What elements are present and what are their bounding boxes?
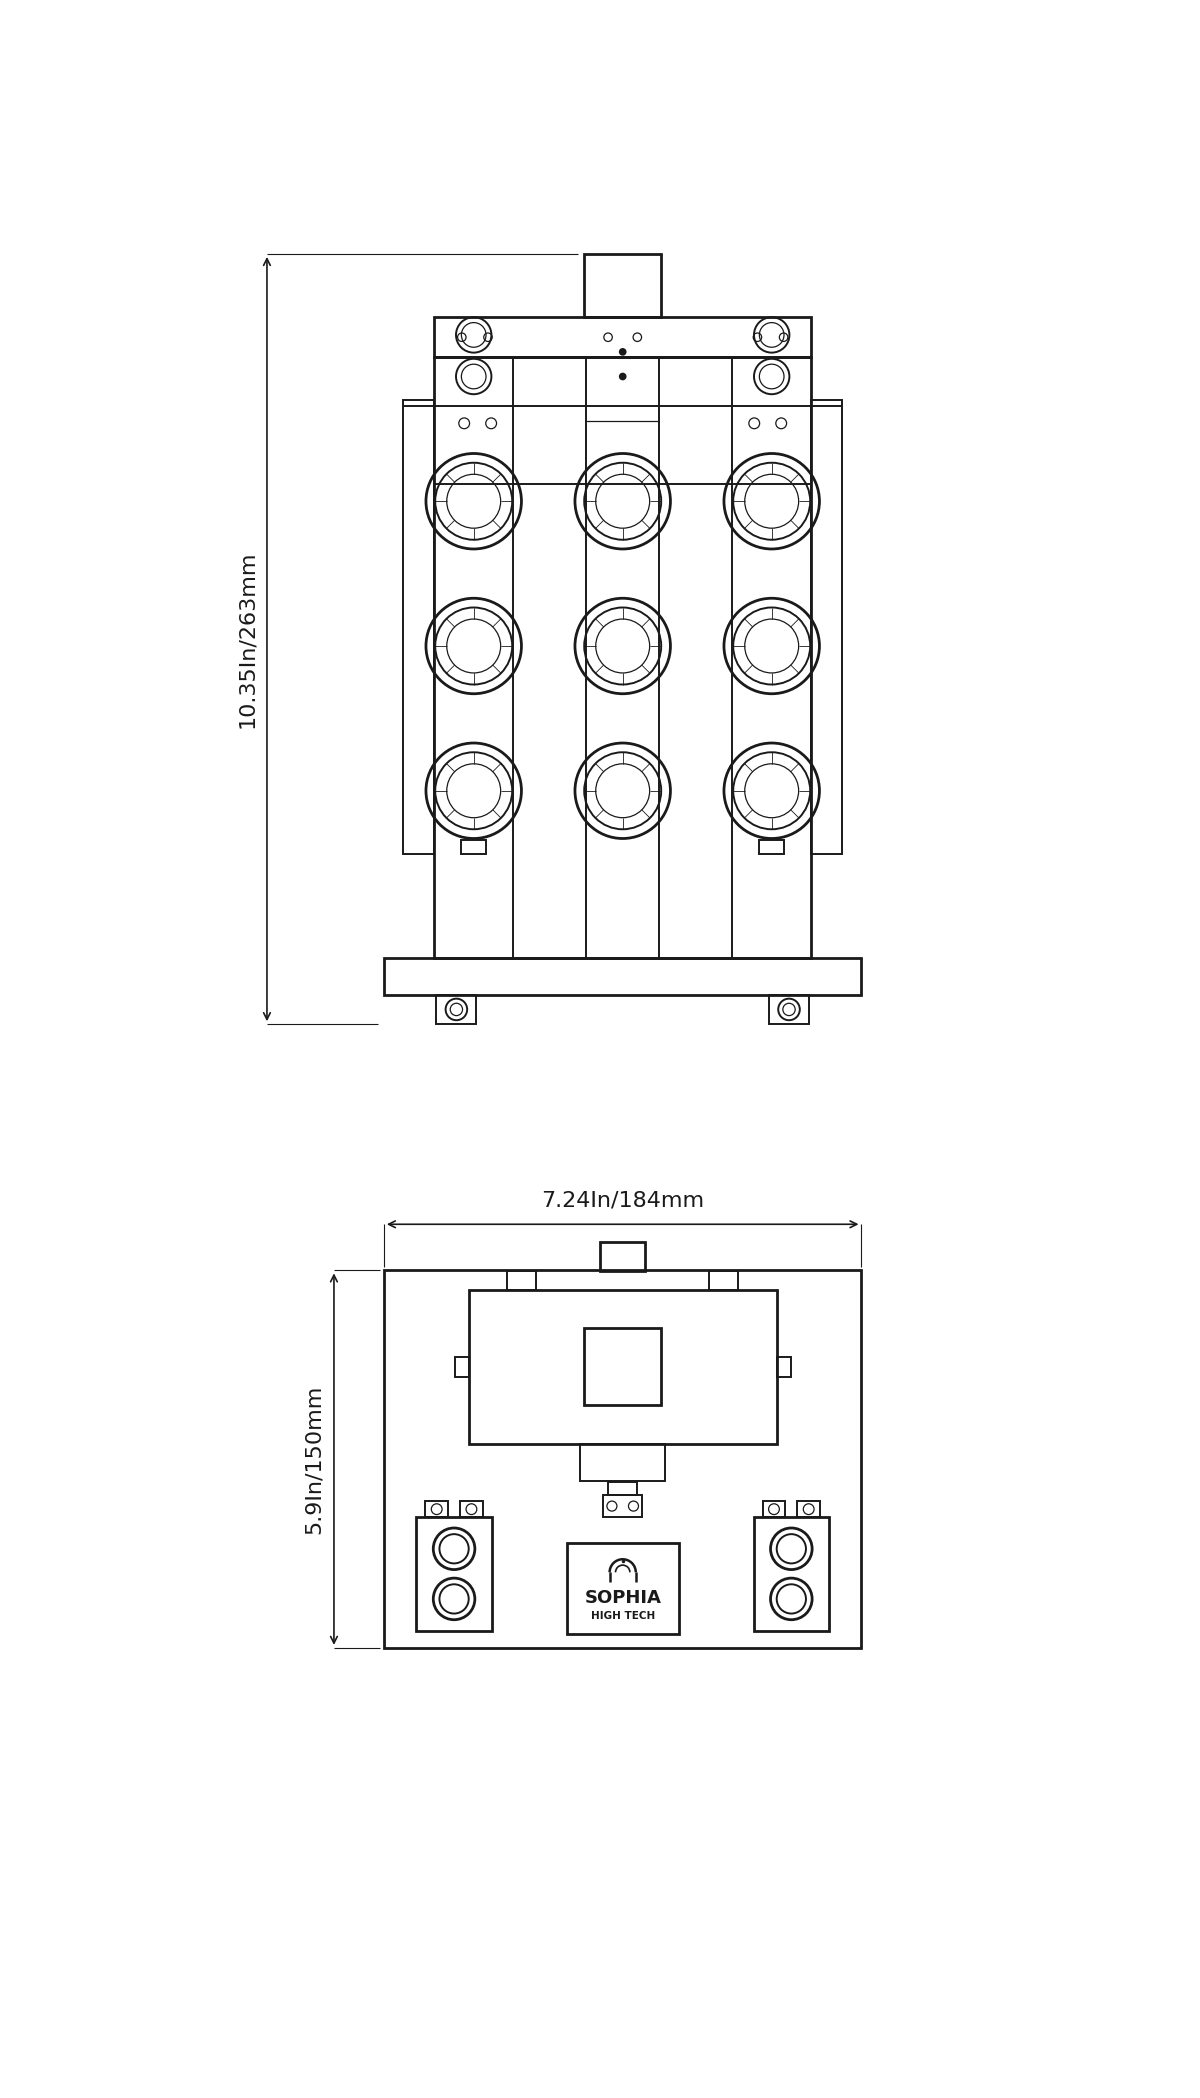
Bar — [425, 1502, 448, 1517]
Bar — [776, 1357, 791, 1376]
Bar — [460, 1502, 482, 1517]
Bar — [437, 994, 476, 1024]
Bar — [709, 1271, 738, 1290]
Bar — [763, 1502, 785, 1517]
Bar — [584, 1328, 661, 1406]
Bar — [403, 399, 434, 854]
Text: 10.35In/263mm: 10.35In/263mm — [236, 550, 257, 728]
Bar — [455, 1357, 469, 1376]
Bar — [566, 1542, 678, 1634]
Bar — [584, 254, 661, 317]
Text: 7.24In/184mm: 7.24In/184mm — [541, 1190, 704, 1211]
Bar — [434, 317, 811, 357]
Bar — [469, 1290, 776, 1443]
Text: SOPHIA: SOPHIA — [584, 1588, 661, 1607]
Bar — [797, 1502, 820, 1517]
Bar — [434, 357, 811, 959]
Bar — [769, 994, 809, 1024]
Bar — [600, 1242, 646, 1271]
Bar — [461, 839, 486, 854]
Bar — [384, 959, 862, 994]
Bar — [416, 1517, 492, 1630]
Bar — [608, 1481, 637, 1496]
Bar — [760, 839, 784, 854]
Text: HIGH TECH: HIGH TECH — [590, 1611, 655, 1622]
Bar — [581, 1443, 665, 1481]
Bar — [604, 1496, 642, 1517]
Bar — [754, 1517, 829, 1630]
Bar — [811, 399, 842, 854]
Bar — [384, 1271, 862, 1647]
Text: 5.9In/150mm: 5.9In/150mm — [304, 1385, 324, 1534]
Circle shape — [619, 373, 626, 380]
Bar — [508, 1271, 536, 1290]
Circle shape — [619, 348, 626, 357]
